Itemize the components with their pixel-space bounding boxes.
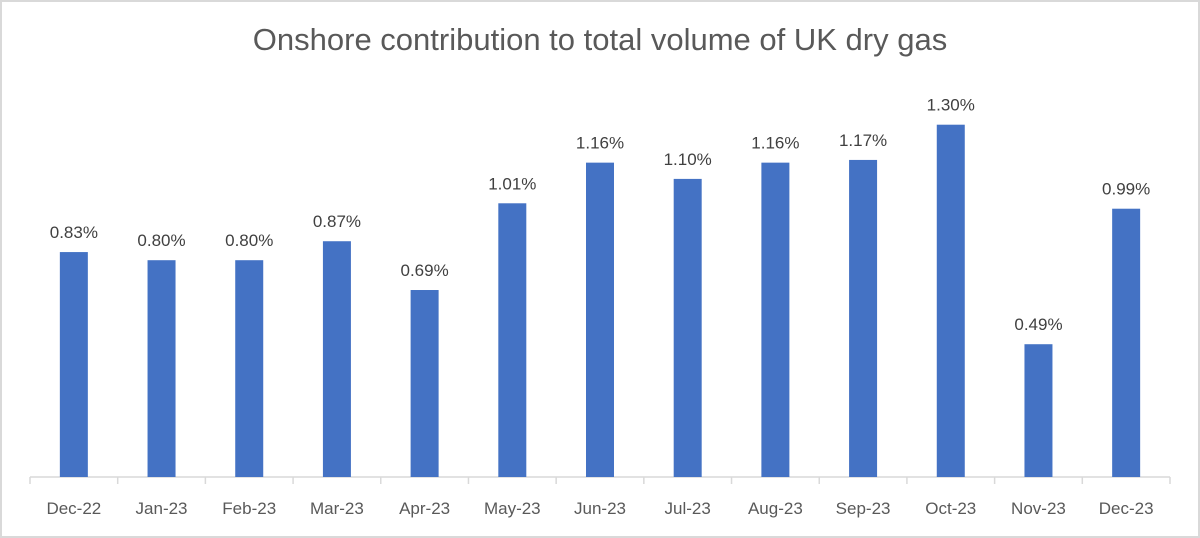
data-label: 0.49% <box>1014 315 1062 334</box>
x-tick-label: Apr-23 <box>399 499 450 518</box>
x-tick-label: Jan-23 <box>136 499 188 518</box>
data-label: 1.01% <box>488 174 536 193</box>
x-tick-label: Dec-22 <box>46 499 101 518</box>
x-tick-label: Aug-23 <box>748 499 803 518</box>
data-label: 1.10% <box>664 150 712 169</box>
x-tick-label: Jul-23 <box>665 499 711 518</box>
bar-jul-23 <box>673 178 702 477</box>
data-label: 1.17% <box>839 131 887 150</box>
data-label: 0.83% <box>50 223 98 242</box>
bar-jan-23 <box>147 260 176 477</box>
bar-jun-23 <box>586 162 614 477</box>
bar-nov-23 <box>1024 344 1053 477</box>
bar-mar-23 <box>322 241 351 477</box>
bar-apr-23 <box>410 290 439 477</box>
chart-title: Onshore contribution to total volume of … <box>252 22 948 57</box>
data-label: 1.30% <box>927 96 975 115</box>
bar-feb-23 <box>235 260 264 477</box>
x-tick-label: Oct-23 <box>925 499 976 518</box>
data-label: 0.80% <box>137 231 185 250</box>
x-tick-label: Mar-23 <box>310 499 364 518</box>
bar-oct-23 <box>936 124 965 477</box>
bar-may-23 <box>498 203 527 478</box>
x-tick-label: Sep-23 <box>836 499 891 518</box>
data-label: 0.80% <box>225 231 273 250</box>
bar-dec-23 <box>1112 208 1141 477</box>
bar-aug-23 <box>761 162 790 477</box>
x-tick-label: Nov-23 <box>1011 499 1066 518</box>
bar-sep-23 <box>849 159 878 477</box>
data-label: 1.16% <box>751 134 799 153</box>
x-tick-label: Jun-23 <box>574 499 626 518</box>
x-tick-label: Dec-23 <box>1099 499 1154 518</box>
data-label: 0.69% <box>401 261 449 280</box>
x-tick-label: May-23 <box>484 499 541 518</box>
bar-dec-22 <box>59 252 88 477</box>
data-label: 0.87% <box>313 212 361 231</box>
data-label: 0.99% <box>1102 180 1150 199</box>
data-label: 1.16% <box>576 134 624 153</box>
x-tick-label: Feb-23 <box>222 499 276 518</box>
